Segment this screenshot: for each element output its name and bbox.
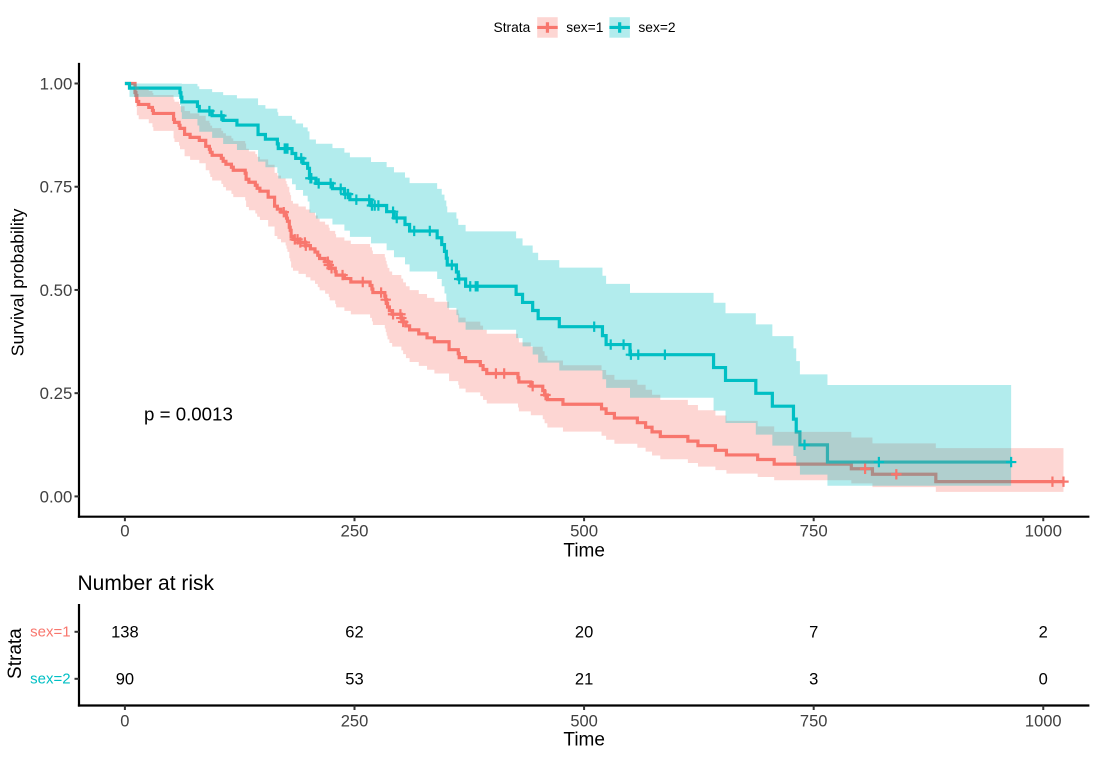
svg-text:Strata: Strata — [494, 20, 531, 35]
svg-text:20: 20 — [575, 624, 593, 642]
svg-text:90: 90 — [116, 671, 134, 689]
svg-text:sex=2: sex=2 — [30, 670, 70, 687]
svg-text:Time: Time — [563, 541, 605, 562]
svg-text:3: 3 — [809, 671, 818, 689]
svg-text:138: 138 — [111, 624, 139, 642]
svg-text:1.00: 1.00 — [40, 74, 73, 93]
svg-text:7: 7 — [809, 624, 818, 642]
svg-text:1000: 1000 — [1025, 713, 1062, 731]
svg-text:21: 21 — [575, 671, 593, 689]
svg-text:0.25: 0.25 — [40, 384, 73, 403]
svg-text:0: 0 — [120, 522, 129, 541]
svg-text:750: 750 — [800, 522, 828, 541]
svg-text:p = 0.0013: p = 0.0013 — [144, 404, 233, 425]
svg-text:Number at risk: Number at risk — [78, 572, 215, 595]
svg-text:53: 53 — [345, 671, 363, 689]
svg-text:500: 500 — [570, 713, 598, 731]
svg-text:2: 2 — [1039, 624, 1048, 642]
svg-text:250: 250 — [341, 713, 369, 731]
svg-text:62: 62 — [345, 624, 363, 642]
svg-text:1000: 1000 — [1025, 522, 1062, 541]
svg-text:250: 250 — [340, 522, 368, 541]
svg-text:500: 500 — [570, 522, 598, 541]
svg-text:0.75: 0.75 — [40, 178, 73, 197]
svg-text:sex=1: sex=1 — [566, 20, 603, 35]
svg-text:sex=2: sex=2 — [638, 20, 675, 35]
svg-text:Survival probability: Survival probability — [7, 208, 27, 356]
svg-text:0: 0 — [120, 713, 129, 731]
svg-text:0.00: 0.00 — [40, 487, 73, 506]
svg-text:sex=1: sex=1 — [30, 623, 70, 640]
svg-text:0: 0 — [1039, 671, 1048, 689]
svg-text:Time: Time — [563, 729, 605, 750]
svg-text:Strata: Strata — [5, 628, 26, 679]
svg-text:750: 750 — [800, 713, 828, 731]
svg-text:0.50: 0.50 — [40, 281, 73, 300]
